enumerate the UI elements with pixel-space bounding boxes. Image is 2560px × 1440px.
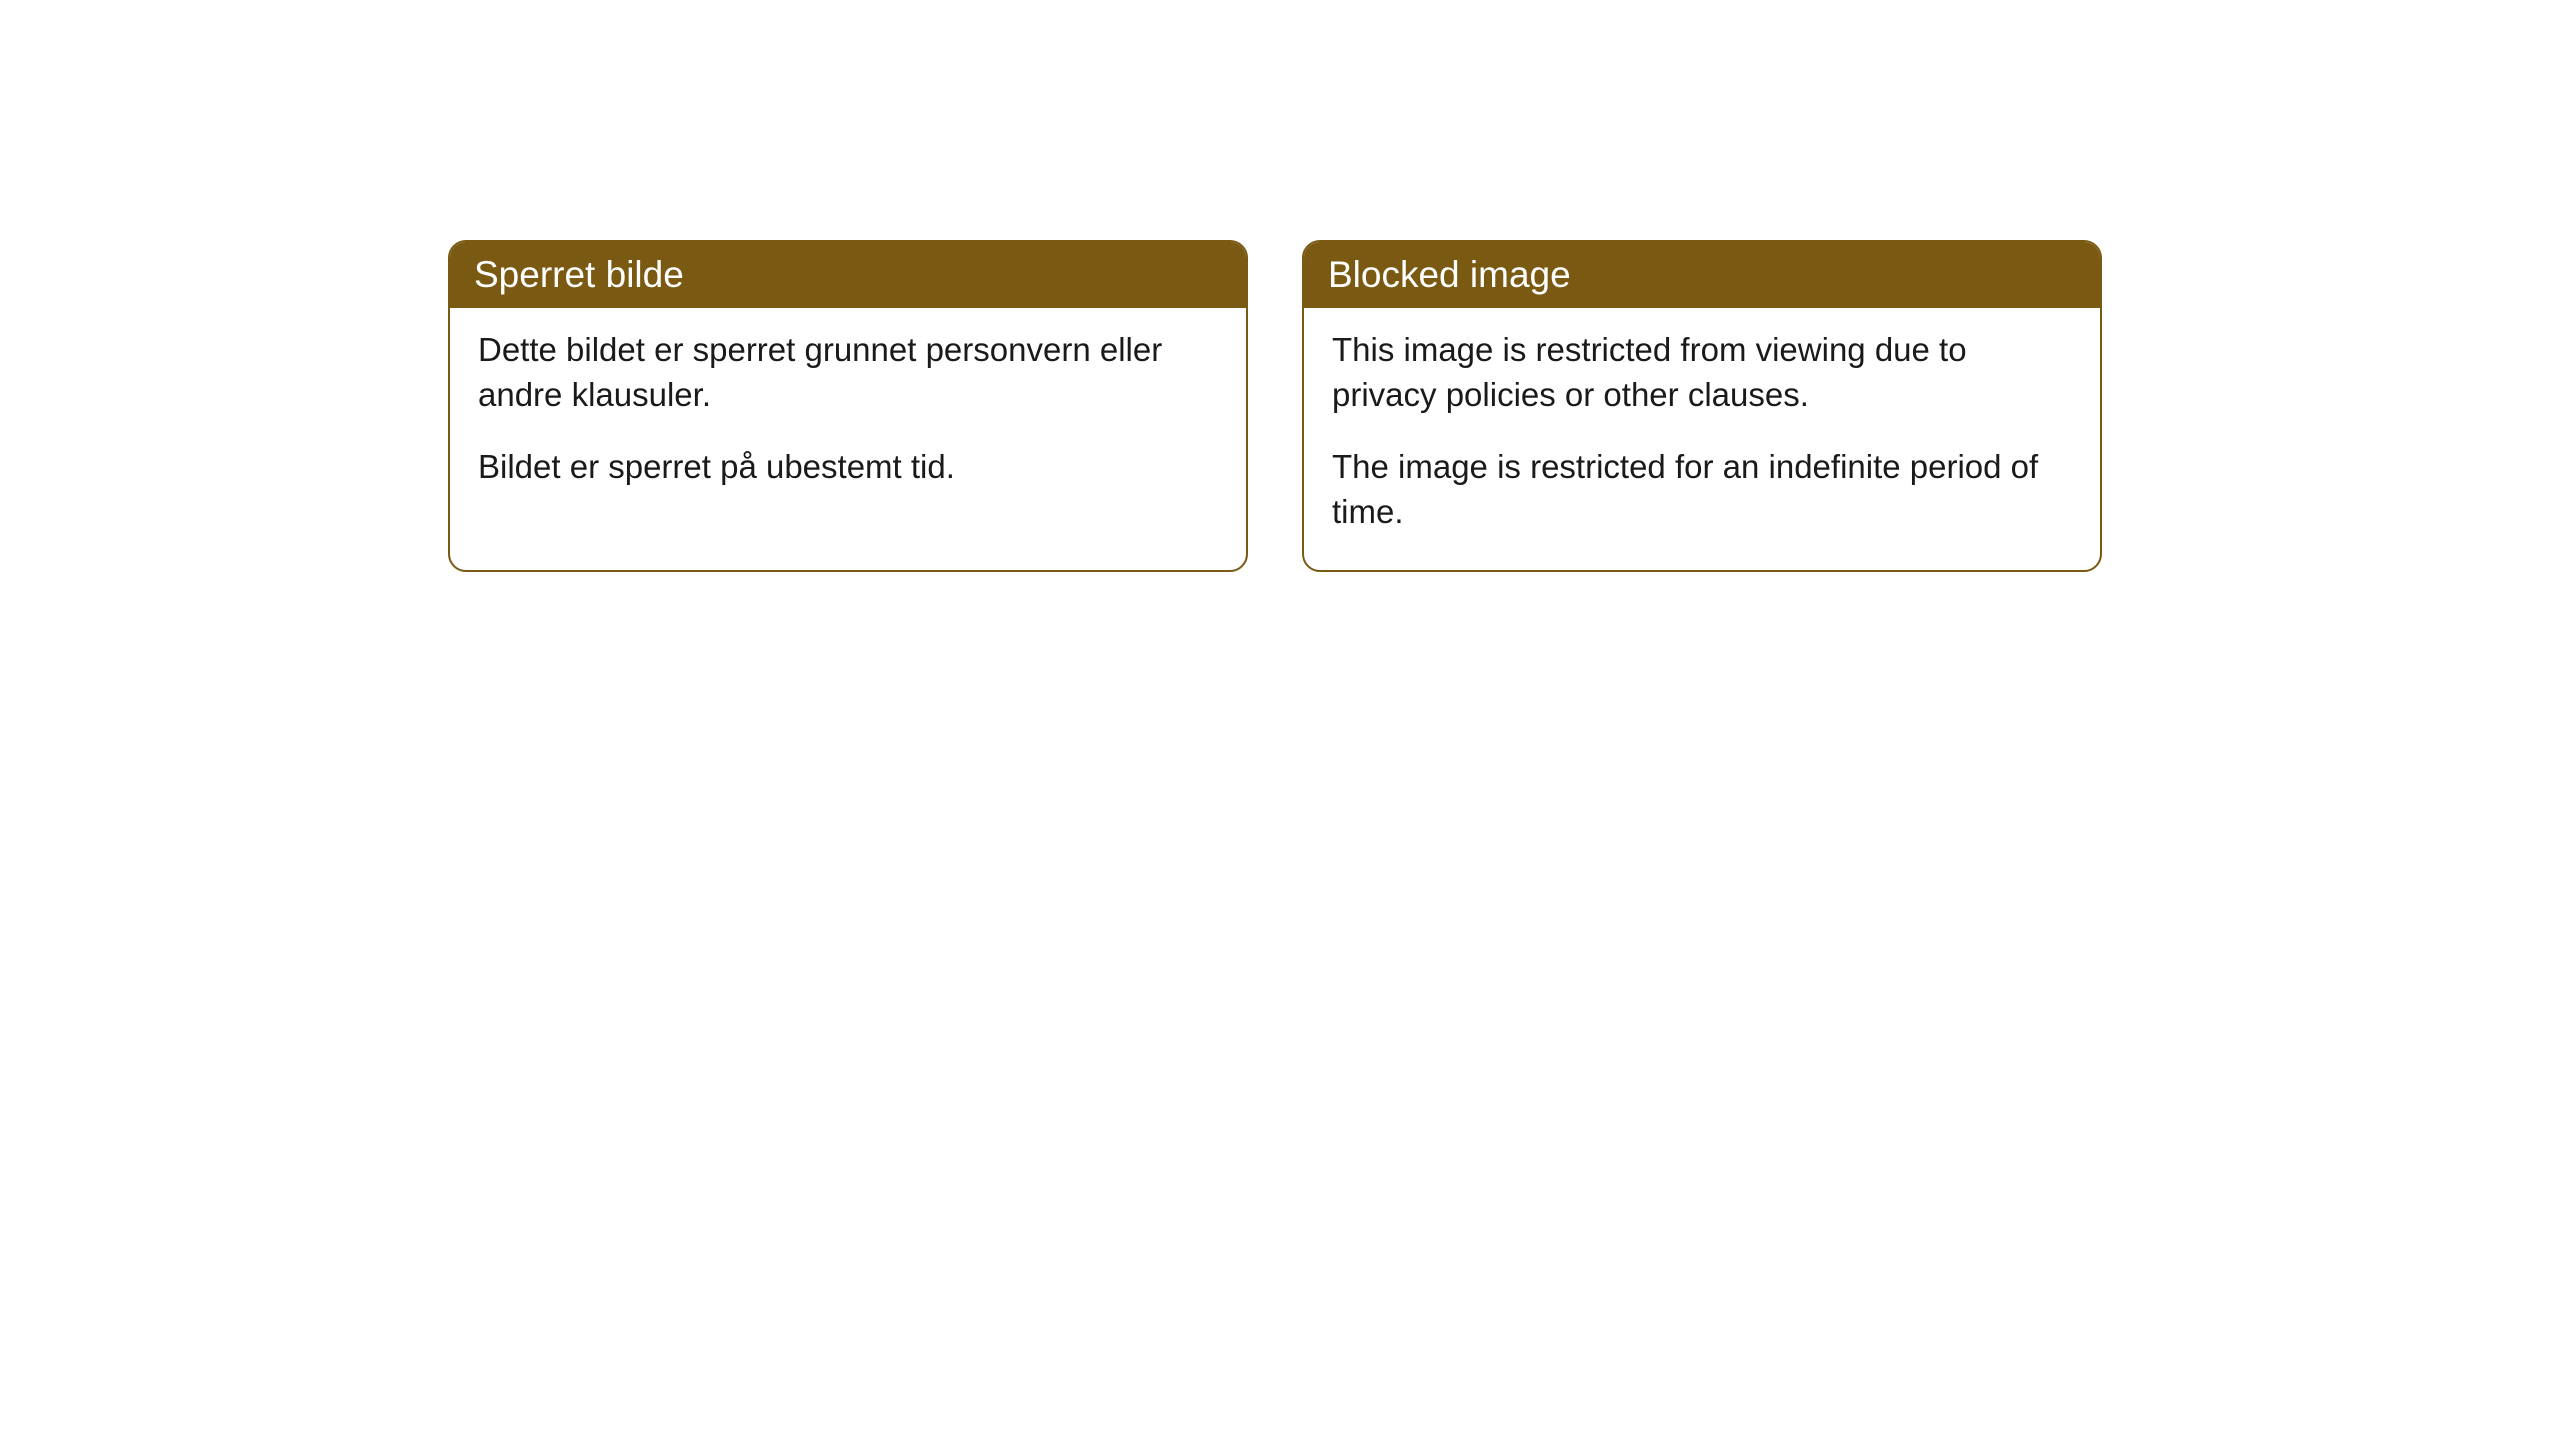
card-title: Blocked image	[1328, 254, 1571, 295]
notice-cards-container: Sperret bilde Dette bildet er sperret gr…	[448, 240, 2102, 572]
card-paragraph-2: The image is restricted for an indefinit…	[1332, 445, 2072, 534]
card-paragraph-1: This image is restricted from viewing du…	[1332, 328, 2072, 417]
card-body: Dette bildet er sperret grunnet personve…	[450, 308, 1246, 526]
card-title: Sperret bilde	[474, 254, 684, 295]
card-body: This image is restricted from viewing du…	[1304, 308, 2100, 570]
card-header: Sperret bilde	[450, 242, 1246, 308]
blocked-image-card-english: Blocked image This image is restricted f…	[1302, 240, 2102, 572]
card-paragraph-2: Bildet er sperret på ubestemt tid.	[478, 445, 1218, 490]
card-header: Blocked image	[1304, 242, 2100, 308]
card-paragraph-1: Dette bildet er sperret grunnet personve…	[478, 328, 1218, 417]
blocked-image-card-norwegian: Sperret bilde Dette bildet er sperret gr…	[448, 240, 1248, 572]
